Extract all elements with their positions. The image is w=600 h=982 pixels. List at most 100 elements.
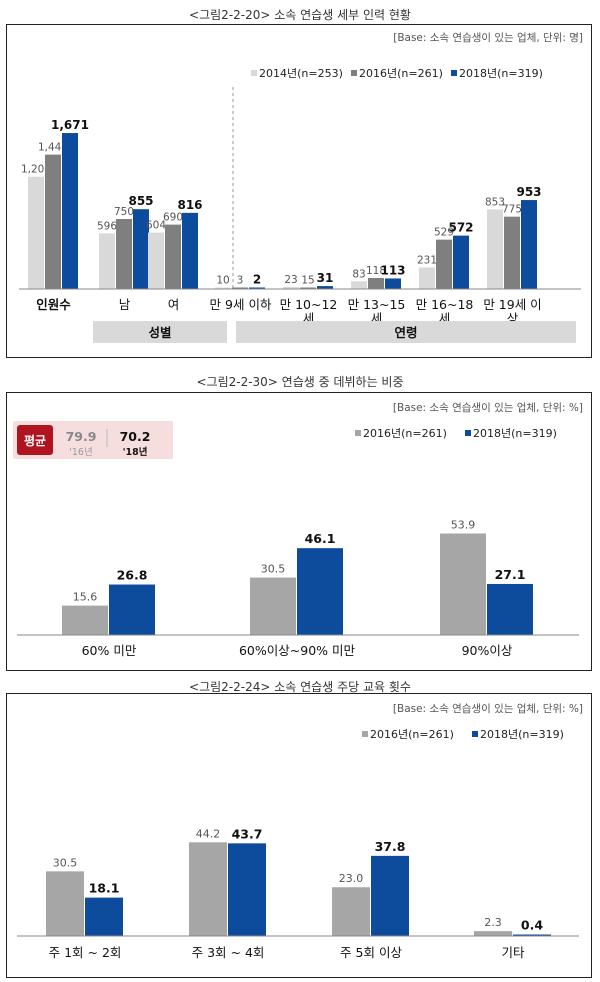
chart2-category-label: 60%이상~90% 미만	[239, 643, 356, 658]
chart3-data-label: 2.3	[484, 916, 502, 929]
chart1-bar	[45, 154, 61, 289]
chart3-base-note: [Base: 소속 연습생이 있는 업체, 단위: %]	[393, 702, 583, 715]
chart1-bar	[419, 267, 435, 289]
chart2-data-label: 53.9	[451, 518, 476, 531]
chart1-category-label: 만 16~18	[416, 297, 474, 312]
chart2-data-label: 27.1	[495, 567, 526, 582]
chart3-data-label: 44.2	[196, 827, 221, 840]
chart2-data-label: 15.6	[73, 591, 98, 604]
chart1-category-label: 인원수	[36, 297, 71, 312]
chart1-category-label: 만 19세 이	[483, 297, 541, 312]
chart1-data-label: 572	[448, 221, 473, 235]
chart2-base-note: [Base: 소속 연습생이 있는 업체, 단위: %]	[393, 401, 583, 414]
chart3-category-label: 주 3회 ~ 4회	[192, 945, 265, 960]
chart1-data-label: 15	[301, 275, 314, 287]
chart3-data-label: 30.5	[53, 856, 78, 869]
chart3-legend-label: 2016년(n=261)	[370, 728, 454, 741]
chart2-legend-label: 2016년(n=261)	[363, 427, 447, 440]
chart1-bar	[368, 277, 384, 289]
chart1-panel: [Base: 소속 연습생이 있는 업체, 단위: 명] 2014년(n=253)…	[6, 24, 592, 358]
chart1-category-label: 만 9세 이하	[210, 297, 272, 312]
chart1-data-label: 1,671	[51, 118, 89, 132]
chart1-category-label: 만 10~12	[280, 297, 338, 312]
chart2-average-2016-label: '16년	[69, 447, 92, 458]
chart1-category-label: 세	[303, 311, 315, 326]
chart1-bar	[99, 233, 115, 289]
chart1-bar	[283, 286, 299, 289]
chart1-data-label: 31	[317, 271, 334, 285]
chart3-data-label: 43.7	[232, 826, 263, 841]
chart1-group-label-gender: 성별	[148, 325, 171, 340]
chart3-category-label: 주 1회 ~ 2회	[49, 945, 122, 960]
chart1-data-label: 118	[366, 265, 386, 277]
chart1-data-label: 853	[485, 196, 505, 208]
chart2-legend-label: 2018년(n=319)	[473, 427, 557, 440]
chart2-legend-swatch	[355, 430, 361, 436]
chart2-bar	[109, 584, 155, 635]
chart1-data-label: 2	[253, 273, 261, 287]
chart1-bar	[385, 278, 401, 289]
chart1-data-label: 750	[114, 206, 134, 218]
chart3-title: <그림2-2-24> 소속 연습생 주당 교육 횟수	[189, 680, 411, 694]
chart1-data-label: 113	[380, 263, 405, 277]
chart2-legend-swatch	[465, 430, 471, 436]
chart1-category-label: 세	[439, 311, 451, 326]
chart1-legend-label: 2018년(n=319)	[459, 67, 543, 80]
chart2-bar	[250, 577, 296, 635]
chart3-bar	[46, 871, 84, 936]
chart2-average-2016: 79.9	[66, 429, 97, 444]
chart1-category-label: 세	[371, 311, 383, 326]
chart1-data-label: 596	[97, 220, 117, 232]
chart2-category-label: 60% 미만	[82, 643, 137, 658]
chart1-category-label: 여	[168, 297, 180, 312]
chart2-bar	[440, 533, 486, 635]
chart1-data-label: 1,440	[38, 142, 68, 154]
chart1-data-label: 23	[284, 274, 297, 286]
chart3-legend-label: 2018년(n=319)	[480, 728, 564, 741]
chart3-category-label: 기타	[501, 945, 525, 960]
chart1-bar	[453, 235, 469, 289]
chart3-bar	[228, 843, 266, 936]
chart1-title: <그림2-2-20> 소속 연습생 세부 인력 현황	[189, 8, 411, 22]
chart1-svg: [Base: 소속 연습생이 있는 업체, 단위: 명] 2014년(n=253)…	[19, 31, 583, 343]
chart2-panel: [Base: 소속 연습생이 있는 업체, 단위: %] 2016년(n=261)…	[6, 392, 592, 671]
chart1-data-label: 953	[516, 185, 541, 199]
chart1-base-note: [Base: 소속 연습생이 있는 업체, 단위: 명]	[393, 31, 583, 44]
chart1-group-label-age: 연령	[394, 325, 417, 340]
chart2-category-label: 90%이상	[462, 643, 513, 658]
chart1-bar	[215, 287, 231, 289]
chart3-category-label: 주 5회 이상	[340, 945, 402, 960]
chart2-data-label: 30.5	[261, 563, 286, 576]
chart1-legend-swatch	[451, 70, 457, 76]
chart3-bar	[474, 931, 512, 936]
chart1-bar	[351, 281, 367, 289]
chart1-data-label: 775	[502, 204, 522, 216]
chart3-data-label: 0.4	[521, 918, 543, 933]
chart1-data-label: 690	[163, 212, 183, 224]
chart3-bar	[513, 934, 551, 936]
chart1-bar	[165, 224, 181, 289]
chart1-data-label: 83	[352, 268, 365, 280]
chart1-bar	[504, 216, 520, 289]
chart1-data-label: 3	[237, 275, 244, 287]
chart1-bar	[116, 219, 132, 289]
chart1-bar	[148, 232, 164, 289]
chart1-category-label: 만 13~15	[348, 297, 406, 312]
chart3-legend-swatch	[362, 731, 368, 737]
chart2-svg: [Base: 소속 연습생이 있는 업체, 단위: %] 2016년(n=261)…	[13, 401, 583, 658]
chart1-bar	[300, 287, 316, 289]
chart3-legend-swatch	[472, 731, 478, 737]
chart3-panel: [Base: 소속 연습생이 있는 업체, 단위: %] 2016년(n=261)…	[6, 693, 592, 978]
chart1-bar	[62, 133, 78, 289]
chart1-legend-swatch	[251, 70, 257, 76]
chart2-average-badge	[17, 425, 53, 455]
chart1-bar	[317, 286, 333, 289]
chart1-bar	[249, 287, 265, 289]
chart1-data-label: 1,203	[21, 164, 51, 176]
chart2-data-label: 26.8	[117, 568, 148, 583]
chart1-data-label: 816	[177, 198, 202, 212]
chart1-data-label: 231	[417, 254, 437, 266]
chart2-data-label: 46.1	[305, 531, 336, 546]
chart1-data-label: 855	[128, 194, 153, 208]
chart2-average-2018-label: '18년	[123, 446, 148, 458]
